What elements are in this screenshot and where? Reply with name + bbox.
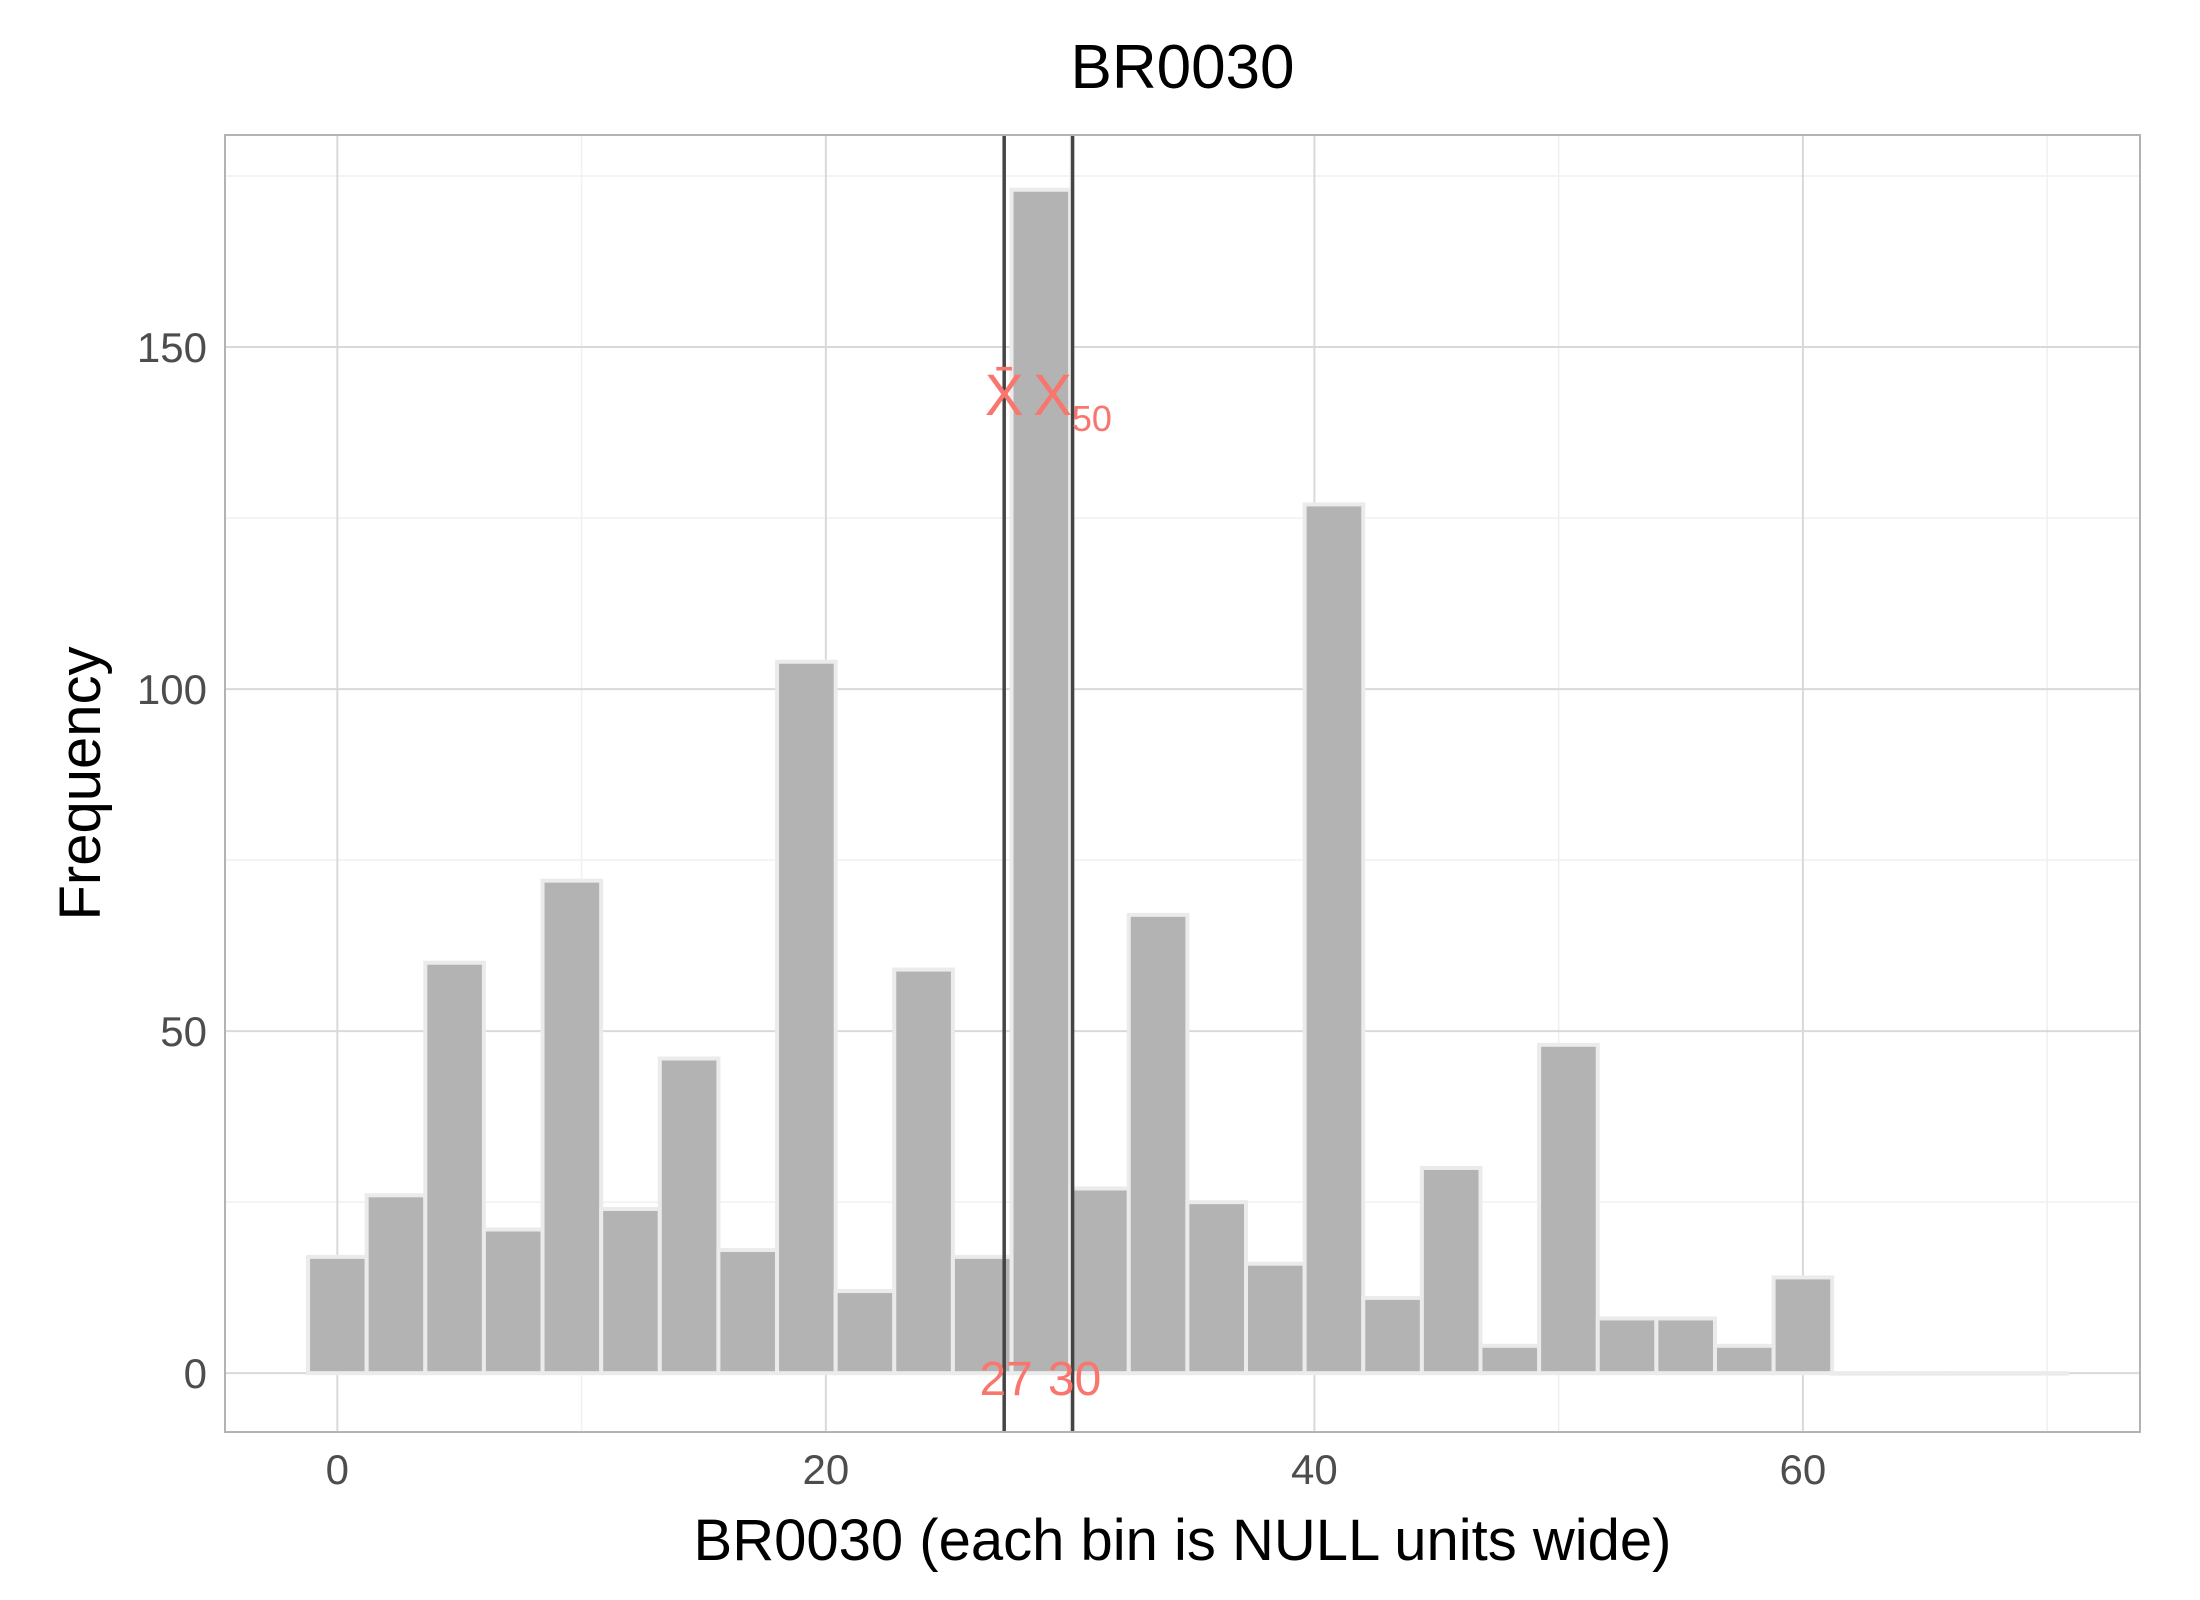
histogram-bar [1244, 1261, 1307, 1376]
histogram-bar [599, 1206, 662, 1376]
y-tick-label: 0 [184, 1350, 207, 1397]
x-tick-label: 60 [1780, 1446, 1827, 1493]
x-tick-label: 20 [803, 1446, 850, 1493]
histogram-bar [716, 1248, 780, 1376]
reference-value-label: 27 [979, 1353, 1032, 1406]
reference-annotations: X̄ 27 X50 30 [979, 363, 1111, 1406]
histogram-bar [775, 659, 838, 1376]
histogram-bars [306, 187, 2069, 1376]
histogram-bar [1654, 1316, 1717, 1376]
panel-border [224, 134, 2141, 1433]
histogram-bar [833, 1289, 897, 1376]
histogram-bar [1302, 502, 1366, 1376]
x-axis-ticks: 0 20 40 60 [326, 1446, 1827, 1493]
y-axis-ticks: 0 50 100 150 [137, 324, 207, 1397]
histogram-bar [1771, 1275, 1835, 1376]
y-tick-label: 150 [137, 324, 207, 371]
histogram-bar [1419, 1165, 1483, 1376]
histogram-bar [1478, 1343, 1542, 1376]
histogram-bar [1185, 1200, 1249, 1376]
histogram-bar [1888, 1371, 1952, 1376]
histogram-bar [1009, 187, 1073, 1376]
histogram-bar [950, 1254, 1014, 1376]
histogram-bar [892, 967, 955, 1376]
x-tick-label: 40 [1291, 1446, 1338, 1493]
chart-title: BR0030 [1070, 33, 1294, 102]
histogram-bar [481, 1227, 545, 1376]
histogram-bar [2006, 1371, 2069, 1376]
histogram-bar [1595, 1316, 1659, 1376]
histogram-bar [364, 1193, 428, 1376]
histogram-bar [1537, 1042, 1600, 1376]
reference-lines [1002, 135, 1075, 1432]
histogram-bar [1712, 1343, 1776, 1376]
histogram-bar [657, 1056, 721, 1376]
y-tick-label: 100 [137, 666, 207, 713]
y-tick-label: 50 [160, 1008, 207, 1055]
reference-line-label: X̄ [985, 363, 1024, 428]
histogram-bar [1126, 912, 1190, 1376]
histogram-bar [540, 878, 604, 1376]
histogram-bar [1361, 1295, 1424, 1376]
reference-value-label: 30 [1048, 1353, 1101, 1406]
y-axis-title: Frequency [48, 646, 113, 920]
histogram-bar [306, 1254, 369, 1376]
histogram-bar [1947, 1371, 2011, 1376]
reference-line-label: X50 [1033, 363, 1112, 439]
histogram-bar [423, 960, 486, 1376]
histogram-bar [1830, 1371, 1893, 1376]
histogram-bar [1068, 1186, 1131, 1376]
x-tick-label: 0 [326, 1446, 349, 1493]
x-axis-title: BR0030 (each bin is NULL units wide) [694, 1508, 1672, 1573]
